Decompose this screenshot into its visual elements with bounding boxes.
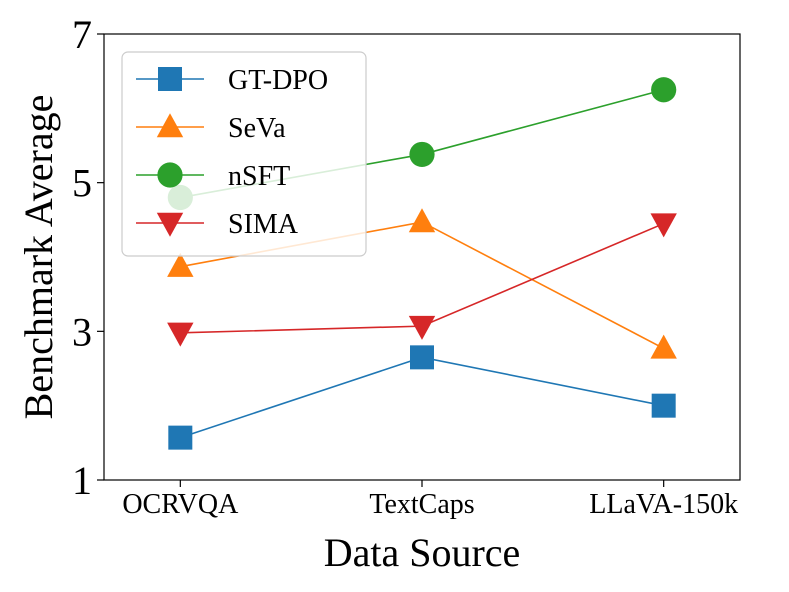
legend-marker [156, 212, 184, 237]
data-point [409, 141, 435, 168]
x-axis-title: Data Source [324, 530, 521, 575]
legend-entry: GT-DPO [136, 65, 328, 96]
y-axis-title: Benchmark Average [16, 95, 61, 420]
legend-marker [158, 67, 182, 91]
data-point [408, 208, 436, 233]
legend-label: SeVa [228, 113, 286, 144]
data-point [167, 252, 194, 277]
data-point [651, 77, 677, 103]
y-tick-label: 7 [72, 12, 92, 57]
y-tick-label: 5 [72, 161, 92, 206]
x-tick-label: TextCaps [369, 489, 474, 520]
legend-entry: SIMA [136, 209, 299, 240]
y-tick-label: 1 [72, 458, 92, 503]
legend-marker [156, 113, 184, 138]
data-point [167, 322, 194, 347]
data-point [410, 345, 434, 370]
series-sima [167, 213, 677, 347]
legend-frame [121, 51, 367, 257]
y-tick-label: 3 [72, 309, 92, 354]
data-point [651, 393, 676, 418]
legend: GT-DPO SeVa nSFT SIMA [121, 51, 367, 257]
legend-entry: SeVa [136, 113, 286, 144]
data-point [650, 213, 677, 238]
series-line [180, 356, 664, 439]
legend-marker [157, 162, 183, 188]
series-gt-dpo [168, 345, 676, 450]
data-point [408, 315, 436, 340]
data-point [650, 334, 677, 359]
x-axis-ticks: OCRVQA TextCaps LLaVA-150k [122, 480, 738, 520]
x-tick-label: LLaVA-150k [589, 489, 738, 520]
x-tick-label: OCRVQA [122, 489, 239, 520]
data-point [168, 425, 193, 450]
legend-label: SIMA [228, 209, 299, 240]
legend-entry: nSFT [136, 161, 290, 192]
y-axis-ticks: 1 3 5 7 [72, 12, 104, 503]
legend-label: nSFT [228, 161, 290, 192]
legend-label: GT-DPO [228, 65, 328, 96]
